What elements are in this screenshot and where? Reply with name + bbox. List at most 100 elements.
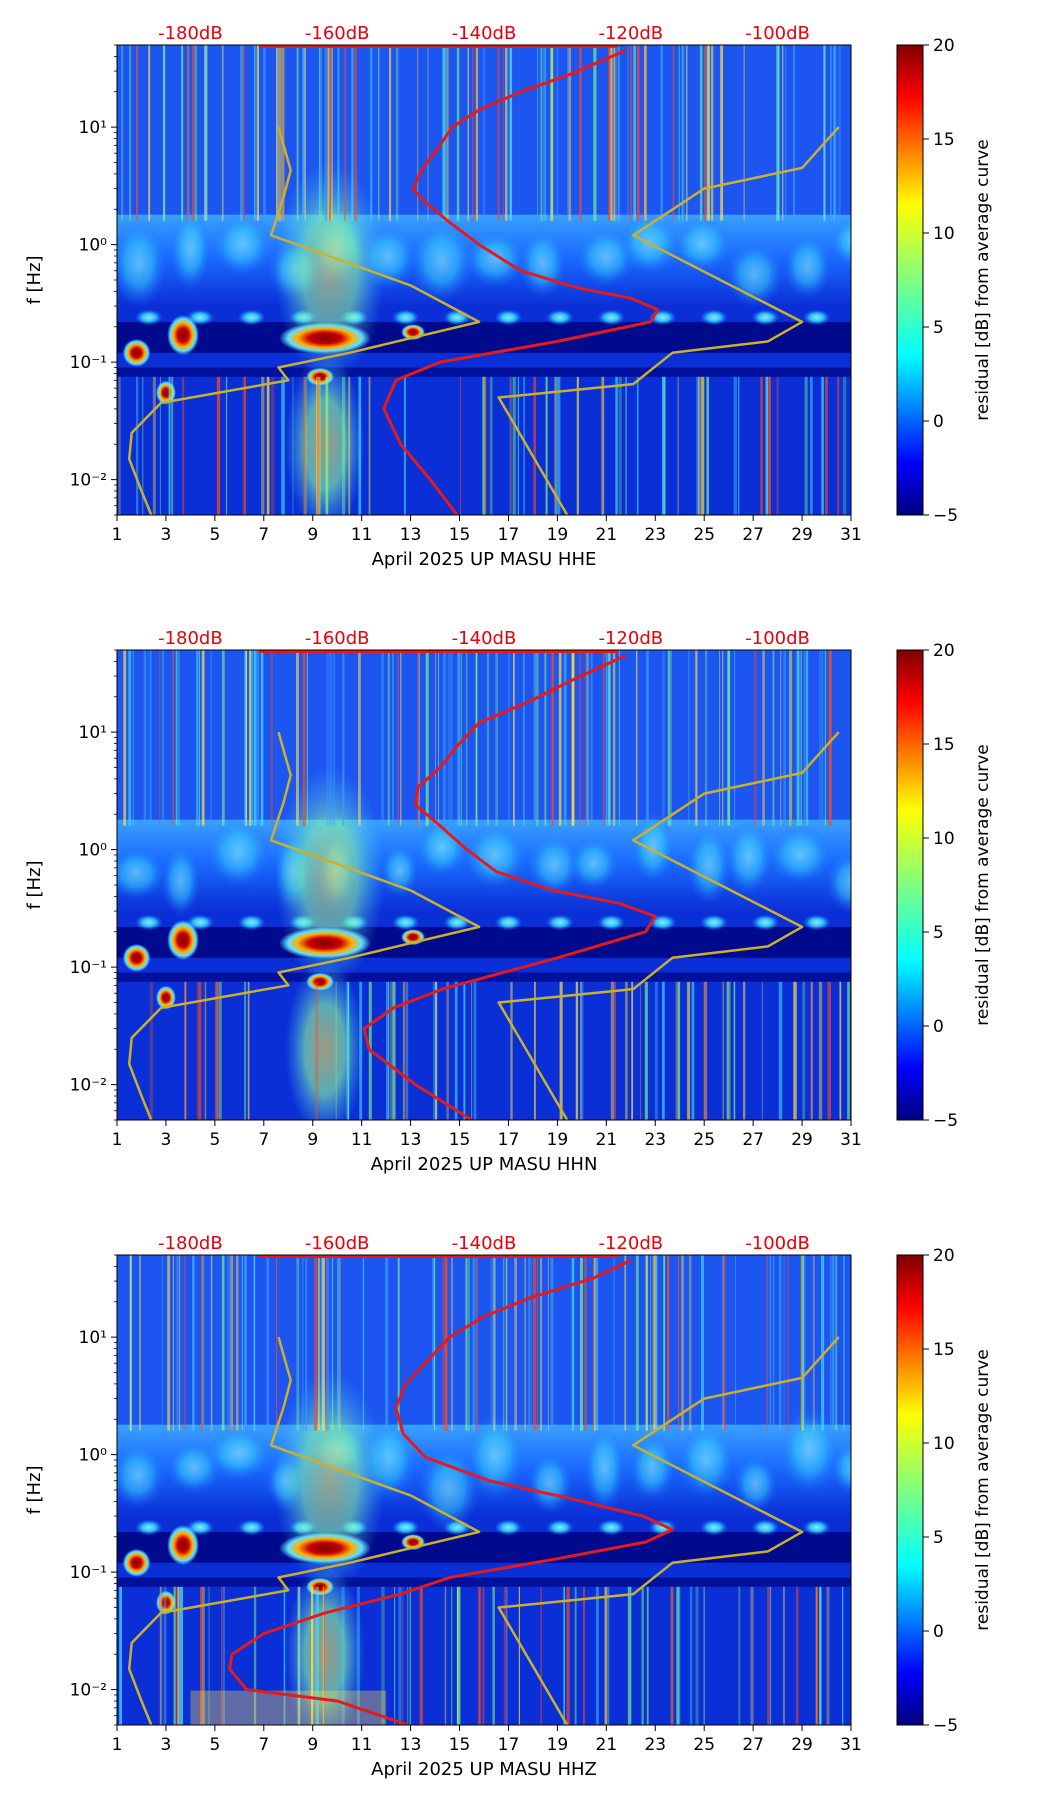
heatmap-streak bbox=[242, 45, 245, 221]
y-tick-label: 10⁻¹ bbox=[70, 1563, 107, 1583]
heatmap-streak bbox=[644, 45, 647, 221]
heatmap-streak bbox=[188, 45, 190, 221]
heatmap-streak bbox=[275, 1255, 278, 1431]
x-tick-label: 31 bbox=[840, 525, 862, 545]
heatmap-streak bbox=[819, 1586, 822, 1725]
heatmap-patch bbox=[779, 1407, 840, 1494]
heatmap-streak bbox=[475, 650, 478, 826]
x-tick-label: 1 bbox=[112, 1735, 123, 1755]
heatmap-streak bbox=[790, 650, 793, 826]
heatmap-streak bbox=[670, 650, 672, 826]
heatmap-streak bbox=[654, 981, 658, 1120]
heatmap-streak bbox=[465, 1255, 468, 1431]
heatmap-streak bbox=[829, 45, 832, 221]
heatmap-streak bbox=[513, 650, 515, 826]
heatmap-streak bbox=[528, 1255, 530, 1431]
heatmap-patch bbox=[169, 207, 212, 292]
heatmap-hotspot bbox=[278, 322, 371, 355]
heatmap-patch bbox=[751, 1519, 780, 1536]
heatmap-band-high bbox=[117, 45, 851, 215]
heatmap-streak bbox=[635, 1255, 639, 1431]
colorbar-tick-label: 5 bbox=[933, 318, 944, 338]
heatmap-streak bbox=[580, 981, 582, 1120]
heatmap-streak bbox=[842, 376, 847, 515]
heatmap-patch bbox=[527, 1451, 573, 1515]
heatmap-patch bbox=[802, 1519, 831, 1536]
heatmap-patch bbox=[699, 1519, 728, 1536]
heatmap-streak bbox=[556, 376, 559, 515]
heatmap-streak bbox=[362, 1255, 365, 1431]
heatmap-streak bbox=[677, 376, 679, 515]
x-tick-label: 23 bbox=[644, 525, 666, 545]
x-tick-label: 11 bbox=[351, 1130, 373, 1150]
heatmap-patch bbox=[391, 1519, 420, 1536]
heatmap-streak bbox=[670, 1586, 674, 1725]
db-scale-label: -140dB bbox=[452, 628, 517, 649]
heatmap-patch bbox=[829, 215, 851, 268]
heatmap-streak bbox=[699, 45, 703, 221]
heatmap-streak bbox=[254, 45, 256, 221]
heatmap-streak bbox=[530, 1255, 532, 1431]
heatmap-streak bbox=[604, 1586, 608, 1725]
heatmap-streak bbox=[168, 376, 171, 515]
heatmap-patch bbox=[597, 914, 626, 931]
heatmap-streak bbox=[388, 45, 392, 221]
heatmap-streak bbox=[613, 45, 616, 221]
heatmap-streak bbox=[827, 981, 832, 1120]
heatmap-streak bbox=[128, 650, 132, 826]
x-axis-label: April 2025 UP MASU HHE bbox=[372, 549, 597, 570]
y-tick-label: 10¹ bbox=[79, 723, 107, 743]
noise-model-low-curve bbox=[127, 126, 481, 515]
heatmap-area bbox=[117, 650, 851, 1120]
heatmap-area bbox=[117, 1255, 851, 1725]
heatmap-streak bbox=[783, 650, 786, 826]
heatmap-streak bbox=[303, 45, 306, 221]
heatmap-streak bbox=[201, 1255, 205, 1431]
heatmap-streak bbox=[263, 45, 266, 221]
heatmap-band-dark bbox=[117, 1531, 851, 1563]
heatmap-streak bbox=[451, 1255, 453, 1431]
heatmap-streak bbox=[184, 1255, 186, 1431]
heatmap-streak bbox=[772, 1255, 775, 1431]
heatmap-streak bbox=[163, 1586, 167, 1725]
heatmap-streak bbox=[317, 1255, 320, 1431]
colorbar-tick-label: 10 bbox=[933, 829, 955, 849]
heatmap-streak bbox=[241, 1255, 243, 1431]
heatmap-streak bbox=[701, 376, 705, 515]
heatmap-streak bbox=[610, 45, 613, 221]
y-axis-label: f [Hz] bbox=[24, 255, 45, 304]
y-tick-label: 10⁻¹ bbox=[70, 958, 107, 978]
db-scale-label: -140dB bbox=[452, 1233, 517, 1254]
heatmap-streak bbox=[678, 1586, 681, 1725]
heatmap-patch bbox=[724, 820, 773, 896]
heatmap-streak bbox=[173, 1586, 176, 1725]
heatmap-streak bbox=[230, 1255, 234, 1431]
heatmap-streak bbox=[467, 45, 469, 221]
heatmap-streak bbox=[779, 1255, 782, 1431]
heatmap-streak bbox=[247, 981, 250, 1120]
x-tick-label: 31 bbox=[840, 1735, 862, 1755]
heatmap-streak bbox=[574, 1586, 577, 1725]
heatmap-streak bbox=[377, 45, 380, 221]
heatmap-streak bbox=[317, 376, 320, 515]
heatmap-streak bbox=[563, 650, 567, 826]
heatmap-streak bbox=[653, 1255, 657, 1431]
y-tick-label: 10¹ bbox=[79, 118, 107, 138]
x-tick-label: 21 bbox=[596, 1735, 618, 1755]
x-tick-label: 3 bbox=[161, 525, 172, 545]
y-tick-label: 10⁰ bbox=[79, 236, 108, 256]
heatmap-hotspot bbox=[306, 972, 335, 991]
heatmap-streak bbox=[825, 376, 828, 515]
heatmap-streak bbox=[204, 45, 208, 221]
heatmap-streak bbox=[821, 650, 824, 826]
heatmap-streak bbox=[688, 1255, 692, 1431]
heatmap-streak bbox=[419, 1586, 423, 1725]
heatmap-streak bbox=[240, 45, 243, 221]
heatmap-streak bbox=[397, 650, 399, 826]
heatmap-streak bbox=[802, 981, 806, 1120]
y-tick-label: 10⁻² bbox=[70, 1681, 107, 1701]
heatmap-streak bbox=[325, 376, 329, 515]
average-psd-curve bbox=[228, 1259, 674, 1725]
heatmap-streak bbox=[722, 981, 725, 1120]
heatmap-streak bbox=[636, 376, 639, 515]
